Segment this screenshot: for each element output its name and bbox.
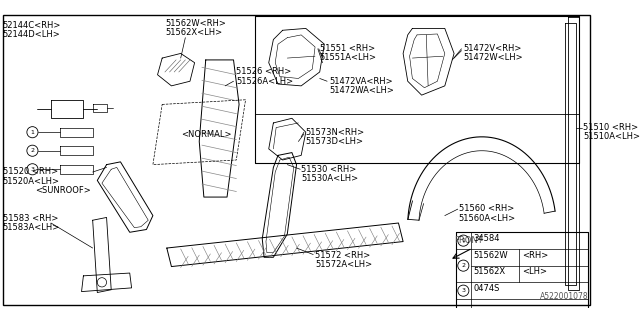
Text: 51526 <RH>: 51526 <RH> — [236, 67, 292, 76]
Text: 1: 1 — [461, 238, 465, 243]
Text: 51572 <RH>: 51572 <RH> — [315, 251, 371, 260]
Text: 3: 3 — [461, 288, 465, 293]
Text: 51530 <RH>: 51530 <RH> — [301, 164, 356, 174]
Text: 51526A<LH>: 51526A<LH> — [236, 76, 293, 85]
Text: 51562X<LH>: 51562X<LH> — [165, 28, 222, 37]
Text: 51572A<LH>: 51572A<LH> — [315, 260, 372, 269]
Text: 51573D<LH>: 51573D<LH> — [306, 137, 364, 146]
Text: 51560 <RH>: 51560 <RH> — [459, 204, 514, 213]
Text: 51530A<LH>: 51530A<LH> — [301, 174, 358, 183]
Text: 51472VA<RH>: 51472VA<RH> — [329, 76, 392, 85]
Text: FRONT: FRONT — [454, 236, 483, 245]
Text: 51551 <RH>: 51551 <RH> — [320, 44, 375, 53]
Text: 2: 2 — [31, 148, 35, 153]
Text: 51472W<LH>: 51472W<LH> — [463, 53, 523, 62]
Text: 51573N<RH>: 51573N<RH> — [306, 128, 365, 137]
Text: 51562W: 51562W — [474, 251, 508, 260]
Text: 2: 2 — [461, 263, 465, 268]
Text: 51472WA<LH>: 51472WA<LH> — [329, 86, 394, 95]
Text: 3: 3 — [31, 167, 35, 172]
Text: 51560A<LH>: 51560A<LH> — [459, 214, 516, 223]
Text: <LH>: <LH> — [522, 268, 547, 276]
Text: 51562W<RH>: 51562W<RH> — [165, 19, 226, 28]
Text: 52144C<RH>: 52144C<RH> — [3, 21, 61, 30]
Text: A522001078: A522001078 — [540, 292, 588, 301]
Text: 51520 <RH>: 51520 <RH> — [3, 167, 58, 176]
Text: 51551A<LH>: 51551A<LH> — [320, 53, 377, 62]
Text: 51583A<LH>: 51583A<LH> — [3, 223, 60, 232]
Text: 51510A<LH>: 51510A<LH> — [583, 132, 640, 141]
Text: 51472V<RH>: 51472V<RH> — [463, 44, 522, 53]
Text: 34584: 34584 — [474, 234, 500, 243]
Text: 51510 <RH>: 51510 <RH> — [583, 123, 638, 132]
Text: <SUNROOF>: <SUNROOF> — [35, 186, 91, 195]
Text: 52144D<LH>: 52144D<LH> — [3, 30, 61, 39]
Text: <NORMAL>: <NORMAL> — [180, 130, 231, 139]
Text: 51583 <RH>: 51583 <RH> — [3, 214, 58, 223]
Text: 51520A<LH>: 51520A<LH> — [3, 177, 60, 186]
Text: <RH>: <RH> — [522, 251, 548, 260]
Text: 51562X: 51562X — [474, 268, 506, 276]
Text: 1: 1 — [31, 130, 35, 135]
Text: 0474S: 0474S — [474, 284, 500, 293]
